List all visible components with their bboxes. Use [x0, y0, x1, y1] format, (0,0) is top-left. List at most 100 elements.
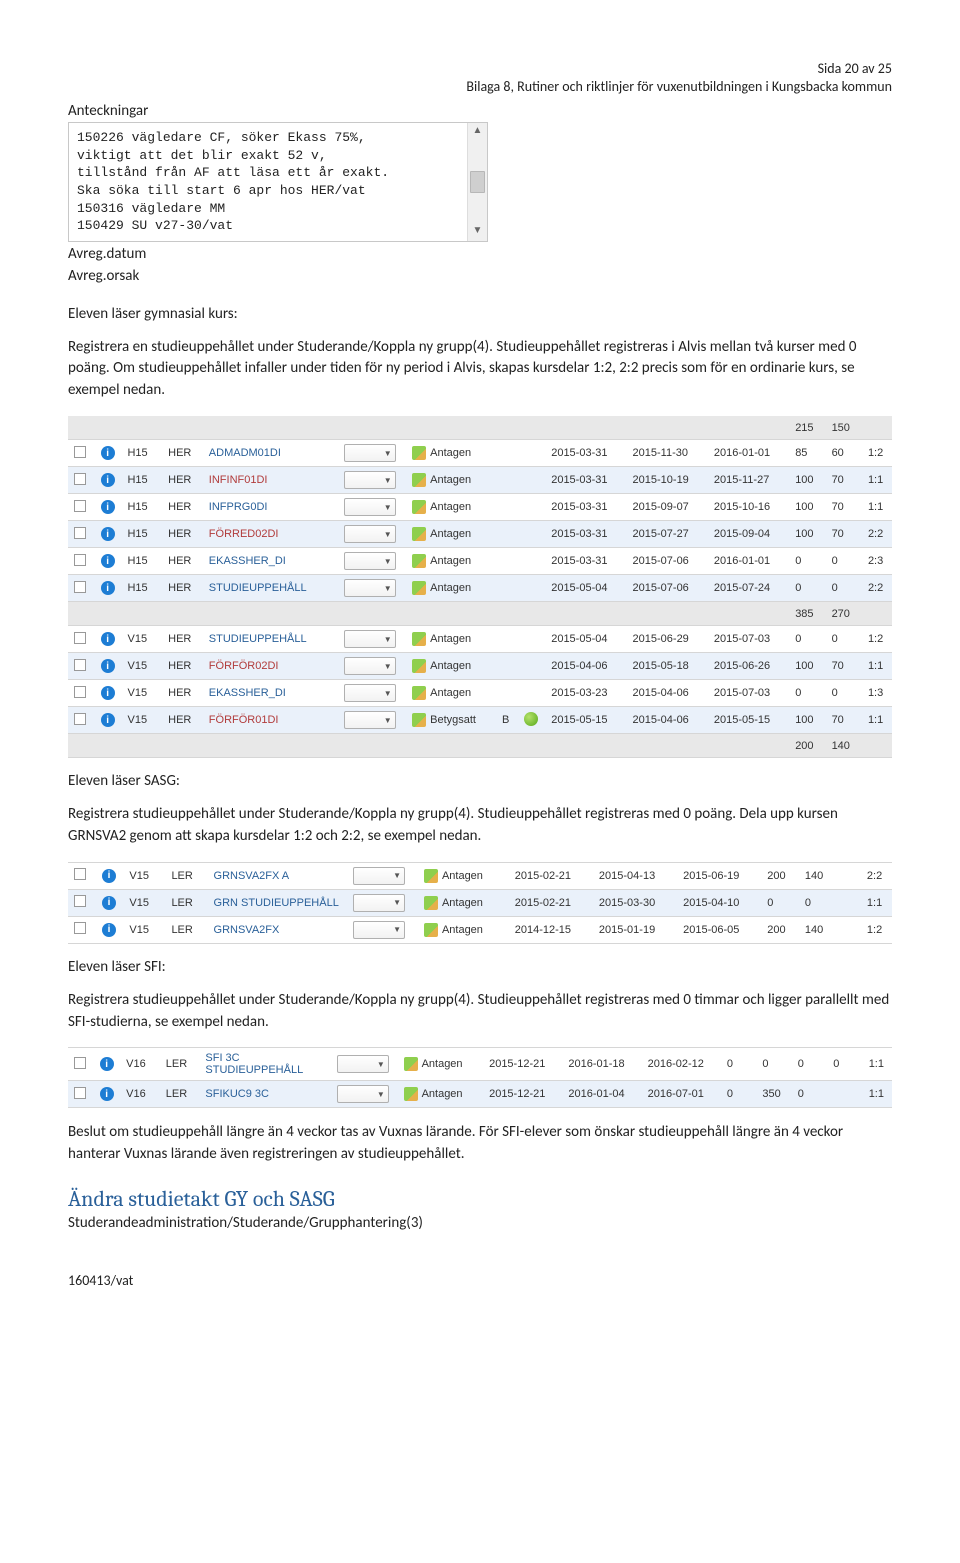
grade-cell [494, 653, 518, 680]
checkbox[interactable] [74, 473, 86, 485]
num-cell: 70 [826, 467, 862, 494]
checkbox[interactable] [74, 581, 86, 593]
chevron-down-icon: ▼ [384, 662, 392, 671]
leaf-cell [517, 521, 545, 548]
dropdown[interactable]: ▼ [344, 684, 396, 702]
table-row: iV15LERGRNSVA2FX▼Antagen2014-12-152015-0… [68, 916, 892, 943]
course-code-link[interactable]: GRNSVA2FX [214, 924, 280, 936]
info-icon[interactable]: i [101, 686, 115, 700]
info-icon[interactable]: i [102, 896, 116, 910]
leaf-cell [517, 494, 545, 521]
edit-icon[interactable] [404, 1087, 418, 1101]
checkbox[interactable] [74, 527, 86, 539]
checkbox[interactable] [74, 713, 86, 725]
course-code-link[interactable]: SFI 3C STUDIEUPPEHÅLL [205, 1052, 303, 1076]
info-icon[interactable]: i [101, 632, 115, 646]
table-row: iH15HERINFINF01DI▼Antagen2015-03-312015-… [68, 467, 892, 494]
date-cell: 2015-11-30 [627, 440, 708, 467]
course-code-link[interactable]: ADMADM01DI [209, 447, 281, 459]
dropdown[interactable]: ▼ [344, 711, 396, 729]
chevron-down-icon: ▼ [393, 871, 401, 880]
course-code-link[interactable]: FÖRRED02DI [209, 528, 279, 540]
checkbox[interactable] [74, 659, 86, 671]
edit-icon[interactable] [412, 554, 426, 568]
info-icon[interactable]: i [100, 1057, 114, 1071]
edit-icon[interactable] [412, 632, 426, 646]
dropdown[interactable]: ▼ [344, 630, 396, 648]
dropdown[interactable]: ▼ [344, 552, 396, 570]
chevron-down-icon: ▼ [384, 716, 392, 725]
course-code-link[interactable]: STUDIEUPPEHÅLL [209, 582, 307, 594]
dropdown[interactable]: ▼ [344, 498, 396, 516]
num-cell: 0 [789, 575, 825, 602]
chevron-down-icon: ▼ [377, 1090, 385, 1099]
course-code-link[interactable]: FÖRFÖR01DI [209, 714, 279, 726]
num-cell: 0 [799, 889, 837, 916]
course-code-link[interactable]: INFPRG0DI [209, 501, 268, 513]
course-code-link[interactable]: EKASSHER_DI [209, 555, 286, 567]
num-cell: 350 [756, 1081, 791, 1108]
term-cell: H15 [121, 494, 162, 521]
course-code-link[interactable]: EKASSHER_DI [209, 687, 286, 699]
scroll-thumb[interactable] [470, 171, 485, 193]
checkbox[interactable] [74, 868, 86, 880]
grade-cell [494, 521, 518, 548]
checkbox[interactable] [74, 1087, 86, 1099]
course-code-link[interactable]: GRN STUDIEUPPEHÅLL [214, 897, 339, 909]
edit-icon[interactable] [412, 659, 426, 673]
info-icon[interactable]: i [102, 923, 116, 937]
checkbox[interactable] [74, 554, 86, 566]
scroll-up-icon[interactable]: ▲ [468, 123, 487, 141]
course-code-link[interactable]: GRNSVA2FX A [214, 870, 290, 882]
checkbox[interactable] [74, 1057, 86, 1069]
course-code-link[interactable]: STUDIEUPPEHÅLL [209, 633, 307, 645]
dropdown[interactable]: ▼ [353, 867, 405, 885]
course-code-link[interactable]: FÖRFÖR02DI [209, 660, 279, 672]
status-text: Antagen [430, 474, 471, 486]
edit-icon[interactable] [412, 581, 426, 595]
dropdown[interactable]: ▼ [353, 921, 405, 939]
edit-icon[interactable] [424, 869, 438, 883]
info-icon[interactable]: i [102, 869, 116, 883]
scrollbar[interactable]: ▲ ▼ [467, 123, 487, 240]
scroll-down-icon[interactable]: ▼ [468, 223, 487, 241]
edit-icon[interactable] [412, 713, 426, 727]
dropdown[interactable]: ▼ [344, 444, 396, 462]
edit-icon[interactable] [424, 896, 438, 910]
dropdown[interactable]: ▼ [344, 471, 396, 489]
checkbox[interactable] [74, 895, 86, 907]
num-cell: 70 [826, 707, 862, 734]
checkbox[interactable] [74, 632, 86, 644]
info-icon[interactable]: i [101, 581, 115, 595]
info-icon[interactable]: i [101, 527, 115, 541]
info-icon[interactable]: i [101, 554, 115, 568]
info-icon[interactable]: i [101, 473, 115, 487]
edit-icon[interactable] [412, 500, 426, 514]
info-icon[interactable]: i [100, 1087, 114, 1101]
info-icon[interactable]: i [101, 500, 115, 514]
checkbox[interactable] [74, 446, 86, 458]
grade-cell [494, 626, 518, 653]
dropdown[interactable]: ▼ [344, 579, 396, 597]
dropdown[interactable]: ▼ [344, 525, 396, 543]
dropdown[interactable]: ▼ [344, 657, 396, 675]
dropdown[interactable]: ▼ [337, 1085, 389, 1103]
dropdown[interactable]: ▼ [337, 1055, 389, 1073]
info-icon[interactable]: i [101, 659, 115, 673]
edit-icon[interactable] [424, 923, 438, 937]
edit-icon[interactable] [412, 686, 426, 700]
dropdown[interactable]: ▼ [353, 894, 405, 912]
edit-icon[interactable] [412, 473, 426, 487]
info-icon[interactable]: i [101, 446, 115, 460]
edit-icon[interactable] [412, 446, 426, 460]
course-code-link[interactable]: INFINF01DI [209, 474, 268, 486]
edit-icon[interactable] [404, 1057, 418, 1071]
notes-textarea[interactable]: 150226 vägledare CF, söker Ekass 75%, vi… [68, 122, 488, 241]
info-icon[interactable]: i [101, 713, 115, 727]
checkbox[interactable] [74, 686, 86, 698]
course-code-link[interactable]: SFIKUC9 3C [205, 1088, 269, 1100]
edit-icon[interactable] [412, 527, 426, 541]
checkbox[interactable] [74, 500, 86, 512]
checkbox[interactable] [74, 922, 86, 934]
date-cell: 2016-07-01 [642, 1081, 721, 1108]
